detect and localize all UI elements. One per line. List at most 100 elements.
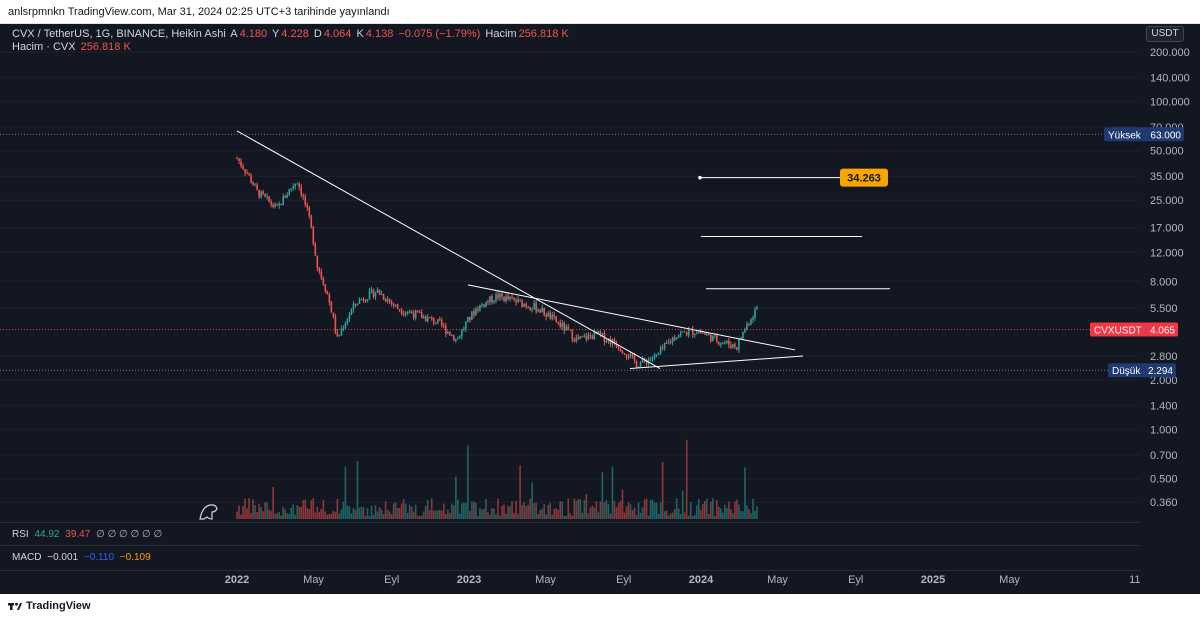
candle-body xyxy=(519,299,521,301)
candle-body xyxy=(242,165,244,170)
candle-body xyxy=(461,329,463,337)
candle-body xyxy=(697,331,700,334)
candle-body xyxy=(479,305,481,311)
volume-bar xyxy=(368,515,371,519)
volume-bar xyxy=(617,503,620,519)
candle-body xyxy=(720,343,722,345)
volume-bar xyxy=(268,509,270,519)
candle-body xyxy=(726,340,728,343)
candle-body xyxy=(356,303,359,305)
volume-bar xyxy=(396,507,399,519)
volume-bar xyxy=(404,503,407,519)
time-tick-label: 2022 xyxy=(225,574,249,586)
candle-body xyxy=(366,299,369,302)
volume-bar xyxy=(593,507,596,519)
volume-bar xyxy=(386,509,389,519)
volume-bar xyxy=(264,502,266,519)
volume-bar xyxy=(728,501,730,519)
candle-body xyxy=(515,299,517,303)
candle-body xyxy=(342,328,345,330)
volume-bar xyxy=(438,509,441,519)
volume-bar xyxy=(581,512,584,519)
candle-body xyxy=(252,182,254,186)
candle-body xyxy=(244,169,246,173)
volume-bar xyxy=(537,514,539,519)
candle-body xyxy=(497,294,499,299)
candle-body xyxy=(619,348,622,352)
volume-bar xyxy=(635,515,638,519)
volume-bar xyxy=(673,509,676,519)
candle-body xyxy=(505,296,507,302)
candle-body xyxy=(372,289,375,297)
chart-panel[interactable]: 200.000140.000100.00070.00050.00035.0002… xyxy=(0,24,1200,594)
candle-body xyxy=(250,175,252,183)
price-chart[interactable]: 200.000140.000100.00070.00050.00035.0002… xyxy=(0,24,1200,594)
volume-bar xyxy=(623,512,626,519)
candle-body xyxy=(280,203,282,206)
volume-bar xyxy=(505,513,507,519)
volume-bar xyxy=(318,511,321,519)
volume-bar xyxy=(687,515,690,519)
candle-body xyxy=(422,316,425,319)
macd-legend[interactable]: MACD −0.001 −0.110 −0.109 xyxy=(12,552,154,563)
candle-body xyxy=(282,196,284,206)
price-tick-label: 0.360 xyxy=(1150,497,1178,509)
candle-body xyxy=(738,339,740,350)
pane-separator[interactable] xyxy=(0,545,1140,546)
candle-body xyxy=(270,201,272,205)
candle-body xyxy=(734,344,736,348)
drawing-overlays xyxy=(0,130,1140,371)
volume-bar xyxy=(424,505,427,519)
candle-body xyxy=(649,359,652,361)
volume-bar xyxy=(455,476,457,519)
volume-bar xyxy=(703,500,706,519)
candle-body xyxy=(621,351,624,354)
volume-bar xyxy=(453,505,455,519)
brand-name: TradingView xyxy=(26,600,91,612)
volume-bar xyxy=(440,510,443,519)
tradingview-logo-icon xyxy=(8,602,22,610)
time-tick-label: May xyxy=(303,574,324,586)
volume-bar xyxy=(330,513,333,519)
volume-bar xyxy=(683,512,686,519)
candle-body xyxy=(555,316,558,322)
low-price-badge xyxy=(1108,363,1176,378)
volume-bar xyxy=(258,503,260,519)
high-price-badge xyxy=(1104,127,1184,142)
candle-body xyxy=(599,331,602,335)
rsi-legend[interactable]: RSI 44.92 39.47 ∅ ∅ ∅ ∅ ∅ ∅ xyxy=(12,529,165,540)
volume-bar xyxy=(515,500,517,519)
candle-body xyxy=(535,303,537,312)
volume-bar xyxy=(246,508,248,519)
macd-value-3: −0.109 xyxy=(119,552,151,563)
volume-bar xyxy=(461,503,463,519)
currency-button[interactable]: USDT xyxy=(1146,26,1184,42)
volume-bar xyxy=(254,505,256,519)
candle-body xyxy=(565,326,568,331)
time-tick-label: May xyxy=(999,574,1020,586)
volume-bar xyxy=(571,515,574,519)
pane-separator[interactable] xyxy=(0,522,1140,523)
price-tick-label: 17.000 xyxy=(1150,223,1184,235)
volume-bar xyxy=(400,503,403,519)
low-value: 4.064 xyxy=(323,28,352,40)
candle-body xyxy=(687,330,690,336)
candle-body xyxy=(374,292,377,297)
volume-bar xyxy=(629,504,632,519)
volume-bar xyxy=(298,506,301,519)
candle-body xyxy=(248,173,250,176)
volume-bar xyxy=(557,509,560,519)
candle-body xyxy=(318,267,321,272)
candle-body xyxy=(304,196,307,205)
candle-body xyxy=(260,191,262,198)
candle-body xyxy=(609,338,612,345)
volume-bar xyxy=(340,509,343,519)
volume-bar xyxy=(378,507,381,519)
volume-bar xyxy=(631,510,634,519)
volume-bar xyxy=(280,515,282,519)
volume-bar xyxy=(304,499,307,519)
volume-bar xyxy=(651,499,654,519)
volume-bar xyxy=(459,513,461,519)
volume-bar xyxy=(483,508,485,519)
candle-body xyxy=(398,309,401,311)
